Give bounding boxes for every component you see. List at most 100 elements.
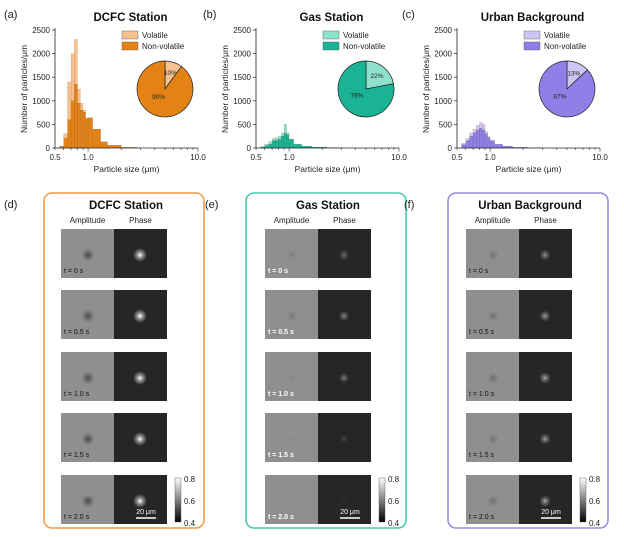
bar-non-volatile	[70, 100, 75, 149]
colorbar-label: 0.4	[388, 519, 400, 528]
bar-volatile	[80, 103, 84, 111]
legend-label: Non-volatile	[343, 42, 386, 51]
bar-volatile	[484, 131, 488, 134]
y-tick-label: 1000	[32, 97, 50, 106]
amplitude-particle	[286, 310, 298, 322]
legend-swatch	[322, 30, 340, 40]
time-label: t = 0 s	[469, 268, 489, 275]
bar-volatile	[278, 136, 282, 140]
time-label: t = 0.5 s	[469, 329, 495, 336]
pie-slice	[337, 60, 395, 118]
colorbar-label: 0.6	[589, 497, 601, 506]
bar-non-volatile	[82, 111, 86, 149]
panel-frame	[245, 192, 407, 529]
y-tick-label: 2000	[233, 50, 251, 59]
scale-bar-label: 20 μm	[541, 509, 561, 516]
time-label: t = 1.5 s	[469, 452, 495, 459]
bar-non-volatile	[293, 144, 302, 149]
image-panel-1: (e) Gas Station Amplitude Phase t = 0 s t = 0…	[205, 192, 407, 529]
time-label: t = 1.5 s	[268, 452, 294, 459]
phase-particle	[133, 494, 147, 508]
time-label: t = 0.5 s	[64, 329, 90, 336]
bar-volatile	[82, 110, 86, 113]
y-tick-label: 1500	[32, 73, 50, 82]
bar-non-volatile	[107, 145, 122, 149]
bar-volatile	[461, 143, 466, 145]
bar-non-volatile	[487, 137, 491, 149]
pie-label: 90%	[152, 94, 165, 101]
bar-non-volatile	[461, 144, 466, 149]
bar-volatile	[479, 122, 483, 129]
pie-slice	[365, 60, 394, 90]
y-tick-label: 0	[46, 144, 51, 153]
y-axis-label: Number of particles/μm	[220, 45, 230, 133]
panel-label: (b)	[203, 9, 216, 21]
x-tick-label: 1.0	[284, 153, 296, 162]
bar-non-volatile	[479, 128, 483, 149]
legend-label: Volatile	[544, 31, 570, 40]
bar-non-volatile	[278, 139, 282, 149]
bar-non-volatile	[80, 110, 84, 149]
bar-volatile	[482, 124, 486, 131]
amplitude-particle	[286, 495, 298, 507]
chart-title: Gas Station	[300, 12, 364, 24]
bar-volatile	[268, 141, 273, 145]
chart-title: DCFC Station	[93, 12, 167, 24]
amplitude-particle	[487, 433, 499, 445]
pie-label: 10%	[164, 70, 177, 77]
amplitude-particle	[81, 309, 95, 323]
amplitude-particle	[81, 248, 95, 262]
bar-volatile	[74, 39, 78, 85]
x-tick-label: 10.0	[592, 153, 608, 162]
colorbar-label: 0.4	[589, 519, 601, 528]
bar-volatile	[472, 128, 477, 134]
panel-label: (d)	[4, 199, 17, 211]
panel-frame	[43, 192, 205, 529]
pie-label: 87%	[553, 94, 566, 101]
bar-non-volatile	[281, 136, 285, 149]
bar-volatile	[476, 125, 480, 131]
x-tick-label: 0.5	[451, 153, 463, 162]
bar-non-volatile	[77, 103, 81, 149]
bar-volatile	[275, 137, 279, 141]
y-tick-label: 0	[247, 144, 252, 153]
histogram-panel-1: (b) Gas Station 0 500 1000 1500 2000 2500 0.5 1.0…	[203, 9, 407, 174]
y-tick-label: 500	[439, 120, 453, 129]
bar-non-volatile	[63, 138, 68, 149]
time-label: t = 1.0 s	[64, 391, 90, 398]
colorbar	[378, 477, 386, 523]
bar-volatile	[283, 124, 287, 134]
bar-non-volatile	[74, 84, 78, 149]
phase-particle	[338, 372, 350, 384]
bar-non-volatile	[469, 136, 474, 149]
bar-non-volatile	[85, 118, 89, 149]
legend-swatch	[121, 30, 139, 40]
panel-label: (c)	[402, 9, 415, 21]
bar-volatile	[77, 88, 81, 104]
amplitude-particle	[487, 249, 499, 261]
column-header-amplitude: Amplitude	[70, 216, 106, 225]
amplitude-particle	[286, 372, 298, 384]
panel-label: (a)	[4, 9, 17, 21]
colorbar-label: 0.4	[184, 519, 196, 528]
x-axis-label: Particle size (μm)	[295, 164, 361, 174]
colorbar-label: 0.8	[184, 475, 196, 484]
amplitude-particle	[487, 495, 499, 507]
time-label: t = 2.0 s	[469, 514, 495, 521]
phase-particle	[133, 309, 147, 323]
y-tick-label: 500	[37, 120, 51, 129]
time-label: t = 1.0 s	[268, 391, 294, 398]
bar-non-volatile	[92, 128, 101, 149]
bar-volatile	[286, 132, 290, 135]
bar-non-volatile	[87, 117, 93, 149]
bar-non-volatile	[489, 140, 495, 149]
y-tick-label: 2500	[434, 26, 452, 35]
image-panel-0: (d) DCFC Station Amplitude Phase t = 0 s t = …	[4, 192, 205, 529]
phase-particle	[539, 249, 551, 261]
panel-title: Gas Station	[296, 200, 360, 212]
image-panel-2: (f) Urban Background Amplitude Phase t = 0 s…	[404, 192, 609, 529]
time-label: t = 0.5 s	[268, 329, 294, 336]
x-tick-label: 0.5	[250, 153, 262, 162]
bar-non-volatile	[465, 140, 470, 149]
pie-label: 13%	[567, 71, 580, 78]
